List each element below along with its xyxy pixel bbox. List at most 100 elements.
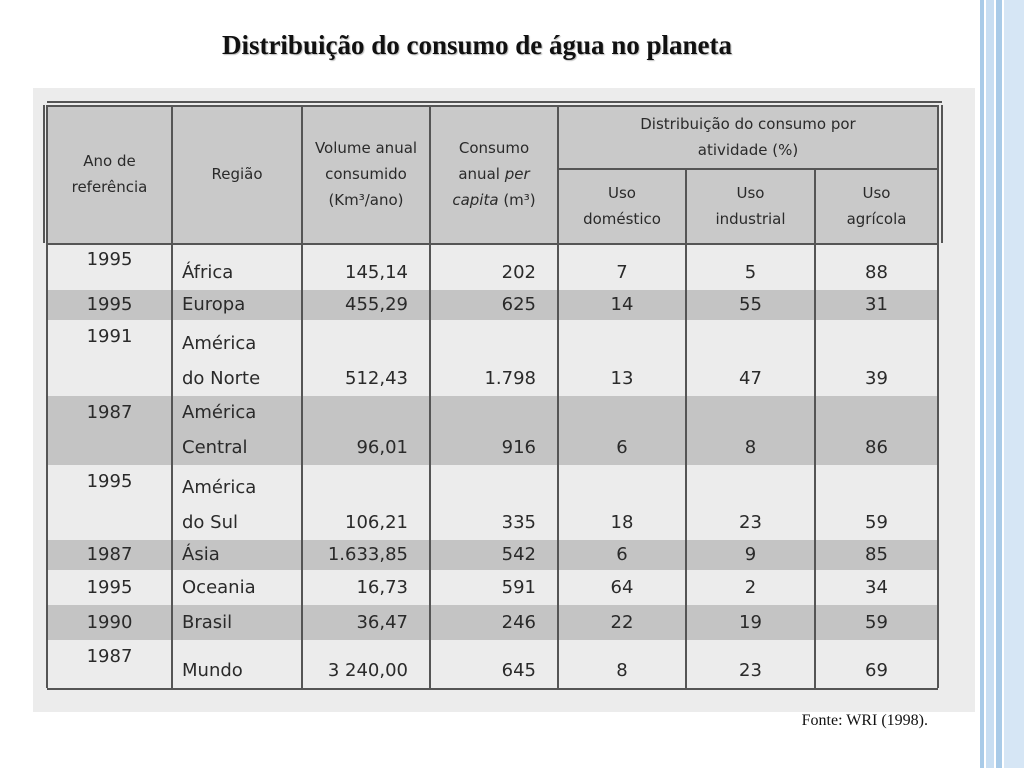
header-text: per capita bbox=[452, 165, 530, 209]
cell-text: 23 bbox=[739, 660, 762, 681]
table-cell: 55 bbox=[686, 290, 815, 320]
cell-text: 6 bbox=[616, 544, 628, 565]
table-cell: 36,47 bbox=[302, 605, 430, 640]
cell-text: América do Sul bbox=[182, 477, 257, 533]
cell-text: Ásia bbox=[182, 544, 220, 565]
grid-line bbox=[558, 168, 938, 170]
grid-line bbox=[171, 105, 173, 688]
header-text: Consumo anual bbox=[458, 139, 530, 183]
table-cell: 3 240,00 bbox=[302, 640, 430, 688]
cell-text: 6 bbox=[616, 437, 628, 458]
cell-text: 1995 bbox=[86, 249, 133, 270]
cell-text: 1995 bbox=[86, 576, 133, 598]
table-cell: 8 bbox=[558, 640, 686, 688]
cell-text: 96,01 bbox=[356, 437, 408, 458]
table-cell: 202 bbox=[430, 243, 558, 290]
cell-text: 3 240,00 bbox=[327, 660, 408, 681]
grid-line bbox=[429, 105, 431, 688]
title: Distribuição do consumo de água no plane… bbox=[221, 30, 733, 60]
header-cell: Uso agrícola bbox=[846, 183, 907, 228]
table-cell: 246 bbox=[430, 605, 558, 640]
header-bg bbox=[47, 105, 938, 243]
table-cell: 18 bbox=[558, 465, 686, 540]
table-cell: América do Sul bbox=[172, 465, 302, 540]
row-shade bbox=[47, 290, 938, 320]
cell-text: 246 bbox=[501, 611, 536, 633]
cell-text: 34 bbox=[865, 576, 888, 598]
table-cell: 86 bbox=[815, 396, 938, 465]
cell-text: 14 bbox=[610, 294, 634, 315]
cell-text: 645 bbox=[501, 660, 536, 681]
cell-text: 31 bbox=[865, 294, 888, 315]
table-cell: América Central bbox=[172, 396, 302, 465]
cell-text: 5 bbox=[744, 262, 757, 283]
table-cell: 23 bbox=[686, 640, 815, 688]
row-shade bbox=[47, 540, 938, 570]
cell-text: Europa bbox=[182, 294, 246, 315]
table-cell: América do Norte bbox=[172, 320, 302, 396]
cell-text: 1990 bbox=[86, 611, 133, 633]
cell-text: 47 bbox=[739, 368, 762, 389]
header-cell: Consumo anual per capita (m³) bbox=[430, 105, 558, 243]
table-cell: 59 bbox=[815, 465, 938, 540]
cell-text: 55 bbox=[739, 294, 762, 315]
cell-text: 18 bbox=[610, 512, 634, 533]
cell-text: 625 bbox=[501, 294, 536, 315]
table-cell: 9 bbox=[686, 540, 815, 570]
cell-text: 1.633,85 bbox=[327, 544, 408, 565]
table-cell: 106,21 bbox=[302, 465, 430, 540]
table-cell: 88 bbox=[815, 243, 938, 290]
header-cell: Uso industrial bbox=[715, 183, 786, 228]
table-cell: 19 bbox=[686, 605, 815, 640]
table-cell: 14 bbox=[558, 290, 686, 320]
border-stripe bbox=[996, 0, 1002, 768]
table-cell: 1987 bbox=[47, 396, 172, 465]
table-cell: 1991 bbox=[47, 320, 172, 396]
table-cell: Mundo bbox=[172, 640, 302, 688]
table-cell: 1995 bbox=[47, 243, 172, 290]
row-shade bbox=[47, 605, 938, 640]
cell-text: 8 bbox=[616, 660, 628, 681]
grid-line bbox=[47, 105, 938, 107]
table-cell: 542 bbox=[430, 540, 558, 570]
table-cell: 916 bbox=[430, 396, 558, 465]
source: Fonte: WRI (1998). bbox=[801, 712, 928, 729]
table-cell: 96,01 bbox=[302, 396, 430, 465]
header-cell: Volume anual consumido (Km³/ano) bbox=[314, 139, 418, 209]
header-cell: Uso doméstico bbox=[583, 183, 661, 228]
table-cell: 69 bbox=[815, 640, 938, 688]
cell-text: 86 bbox=[865, 437, 888, 458]
grid-line bbox=[43, 105, 45, 243]
border-stripe bbox=[1004, 0, 1024, 768]
cell-text: 22 bbox=[610, 611, 634, 633]
cell-text: Mundo bbox=[182, 660, 243, 681]
table-cell: 645 bbox=[430, 640, 558, 688]
table-cell: 1995 bbox=[47, 290, 172, 320]
grid-line bbox=[47, 688, 938, 690]
cell-text: 1995 bbox=[86, 471, 133, 492]
cell-text: 512,43 bbox=[345, 368, 408, 389]
grid-line bbox=[941, 105, 943, 243]
cell-text: 145,14 bbox=[345, 262, 408, 283]
table-cell: 64 bbox=[558, 570, 686, 605]
cell-text: 23 bbox=[739, 512, 762, 533]
grid-line bbox=[557, 105, 559, 688]
table-cell: 7 bbox=[558, 243, 686, 290]
table-cell: 22 bbox=[558, 605, 686, 640]
cell-text: 85 bbox=[865, 544, 888, 565]
table-cell: 625 bbox=[430, 290, 558, 320]
table-cell: Oceania bbox=[172, 570, 302, 605]
table-cell: 13 bbox=[558, 320, 686, 396]
cell-text: 2 bbox=[744, 576, 757, 598]
table-cell: 1995 bbox=[47, 570, 172, 605]
cell-text: 64 bbox=[610, 576, 634, 598]
cell-text: 1995 bbox=[86, 294, 133, 315]
table-cell: 6 bbox=[558, 396, 686, 465]
table-cell: 47 bbox=[686, 320, 815, 396]
cell-text: 16,73 bbox=[356, 576, 408, 598]
cell-text: 542 bbox=[501, 544, 536, 565]
grid-line bbox=[46, 105, 48, 688]
table-cell: África bbox=[172, 243, 302, 290]
table-cell: 31 bbox=[815, 290, 938, 320]
cell-text: 59 bbox=[865, 611, 888, 633]
